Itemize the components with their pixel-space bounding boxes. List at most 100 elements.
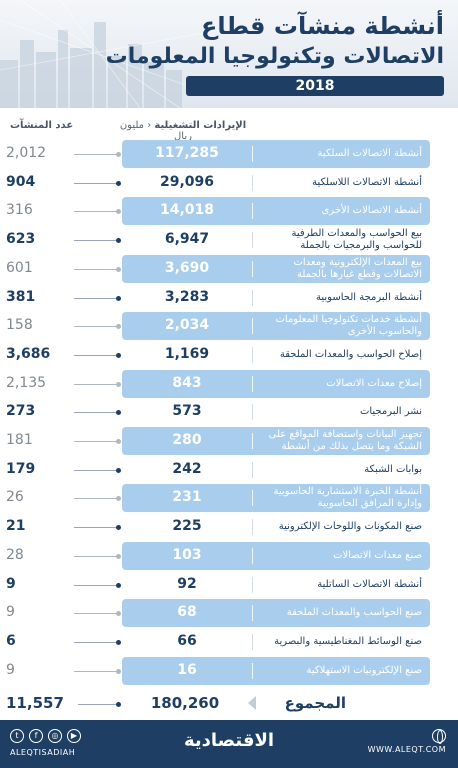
table-row: 2,135 843 إصلاح معدات الاتصالات [0,369,458,398]
activity-label-text: بوابات الشبكة [364,463,422,475]
connector-line [74,154,118,155]
operating-revenue: 242 [172,460,202,477]
page-title-line2: الاتصالات وتكنولوجيا المعلومات [105,44,444,69]
operating-revenue: 843 [172,374,202,391]
connector-dot [116,553,121,559]
row-separator [252,633,253,650]
header-separator-icon: ‹ [144,120,152,131]
youtube-icon[interactable]: ▶ [67,729,81,743]
social-icons: t f ◎ ▶ [10,729,81,743]
social-handle: ALEQTISADIAH [10,748,76,757]
operating-revenue: 573 [172,403,202,420]
connector-dot [116,410,121,416]
row-bar [122,140,430,168]
total-label: المجموع [284,694,346,712]
connector-line [74,297,118,299]
row-separator [252,232,253,249]
total-connector-dot [116,702,121,707]
connector-dot [116,180,121,186]
facebook-icon[interactable]: f [29,729,43,743]
activity-label: أنشطة الخبرة الاستشارية الحاسوبية وإدارة… [254,484,426,512]
connector-dot [116,525,121,531]
table-row: 601 3,690 بيع المعدات الإلكترونية ومعدات ا… [0,254,458,283]
establishment-count: 2,135 [6,374,47,391]
instagram-icon[interactable]: ◎ [48,729,62,743]
activity-label: صنع الإلكترونيات الاستهلاكية [254,657,426,685]
activity-label-text: صنع معدات الاتصالات [333,549,422,561]
connector-dot [116,381,121,387]
row-separator [252,433,253,449]
establishment-count: 904 [6,173,36,190]
table-row: 273 573 نشر البرمجيات [0,398,458,426]
row-bar [122,599,430,628]
row-bar [122,484,430,513]
activity-label: تجهيز البيانات واستضافة المواقع على الشب… [254,427,426,455]
activity-label: بيع المعدات الإلكترونية ومعدات الاتصالات… [254,255,426,283]
operating-revenue: 6,947 [164,231,210,248]
activity-label-text: تجهيز البيانات واستضافة المواقع على الشب… [268,429,422,452]
row-bar [122,427,430,455]
establishment-count: 381 [6,288,36,305]
establishment-count: 9 [6,575,16,592]
connector-dot [116,467,121,473]
row-separator [252,490,253,507]
activity-label-text: صنع الحواسب والمعدات الملحقة [286,607,422,619]
table-row: 26 231 أنشطة الخبرة الاستشارية الحاسوبية و… [0,484,458,513]
connector-line [74,641,118,643]
activity-label: بيع الحواسب والمعدات الطرفية للحواسب وال… [254,226,426,254]
establishment-count: 273 [6,403,36,420]
revenue-header-unit: مليون ريال [119,120,192,142]
operating-revenue: 1,169 [164,345,210,362]
operating-revenue: 231 [172,489,202,506]
establishment-count: 9 [6,604,15,621]
row-separator [252,318,253,335]
connector-dot [116,352,121,358]
row-bar [122,656,430,685]
activity-label-text: أنشطة الاتصالات الأخرى [321,205,422,217]
activity-label: أنشطة الاتصالات السلكية [254,140,426,168]
row-separator [252,346,253,363]
operating-revenue: 66 [177,632,197,649]
operating-revenue: 225 [172,518,202,535]
establishment-count: 9 [6,661,15,678]
operating-revenue: 29,096 [159,173,215,190]
table-row: 2,012 117,285 أنشطة الاتصالات السلكية [0,140,458,168]
row-separator [252,547,253,564]
connector-line [74,469,118,471]
table-row: 158 2,034 أنشطة خدمات تكنولوجيا المعلومات … [0,312,458,341]
page-title-line1: أنشطة منشآت قطاع [200,12,444,40]
connector-line [74,182,118,184]
row-separator [252,662,253,679]
activity-label: أنشطة خدمات تكنولوجيا المعلومات والحاسوب… [254,312,426,340]
establishment-count: 26 [6,489,24,506]
connector-line [74,670,118,672]
activity-label: صنع معدات الاتصالات [254,542,426,570]
table-row: 3,686 1,169 إصلاح الحواسب والمعدات الملحقة [0,341,458,369]
establishment-count: 181 [6,432,33,448]
total-row: 11,557 180,260 المجموع [0,690,458,718]
brand-logo: الاقتصادية [183,730,275,751]
header: أنشطة منشآت قطاع الاتصالات وتكنولوجيا ال… [0,0,458,108]
activity-label: بوابات الشبكة [254,456,426,484]
connector-dot [116,496,121,502]
twitter-icon[interactable]: t [10,729,24,743]
operating-revenue: 280 [172,432,202,448]
activity-label-text: بيع المعدات الإلكترونية ومعدات الاتصالات… [293,256,422,280]
table-row: 6 66 صنع الوسائط المغناطيسية والبصرية [0,628,458,656]
activity-label-text: أنشطة خدمات تكنولوجيا المعلومات والحاسوب… [275,314,422,338]
footer: t f ◎ ▶ ALEQTISADIAH الاقتصادية WWW.ALEQ… [0,720,458,768]
row-separator [252,289,253,306]
count-column-header: عدد المنشآت [10,120,74,131]
connector-dot [116,295,121,301]
connector-dot [116,639,121,645]
activity-label-text: أنشطة البرمجة الحاسوبية [316,291,422,303]
activity-label: صنع المكونات واللوحات الإلكترونية [254,513,426,541]
connector-line [74,211,118,213]
activity-label-text: أنشطة الاتصالات السلكية [317,148,422,159]
connector-line [74,498,118,500]
connector-line [74,613,118,615]
connector-line [74,240,118,242]
website-link[interactable]: WWW.ALEQT.COM [367,745,446,754]
activity-label: أنشطة الاتصالات الساتلية [254,571,426,599]
activity-label: إصلاح معدات الاتصالات [254,370,426,398]
